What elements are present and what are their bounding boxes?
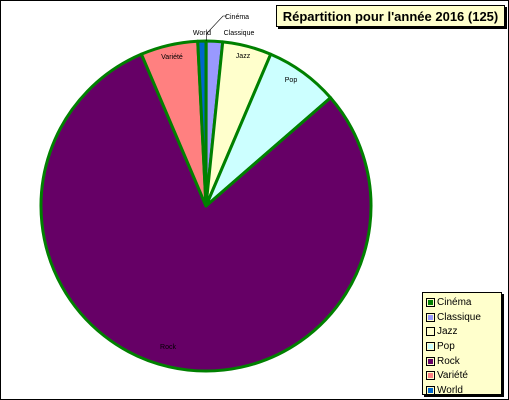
- legend-label: Rock: [437, 355, 460, 367]
- slice-label: Classique: [224, 30, 255, 37]
- pie-slice-rock: [39, 52, 373, 373]
- legend-label: Cinéma: [437, 296, 472, 308]
- chart-title: Répartition pour l'année 2016 (125): [282, 8, 499, 24]
- pie-slices: [39, 39, 373, 373]
- legend-label: Variété: [437, 370, 468, 382]
- legend-swatch: [426, 385, 435, 395]
- slice-labels: Cinéma Classique Jazz Pop Rock Variété World: [160, 14, 297, 351]
- legend-swatch: [426, 297, 435, 307]
- slice-label: Cinéma: [225, 14, 249, 21]
- leader-line: [205, 15, 227, 42]
- legend-label: World: [437, 384, 463, 396]
- leader-lines: [205, 15, 227, 42]
- legend-item: World: [426, 383, 501, 398]
- slice-label: Rock: [160, 344, 176, 351]
- legend-item: Classique: [426, 310, 501, 325]
- legend-swatch: [426, 312, 435, 322]
- pie-slice-world: [196, 39, 208, 208]
- legend-item: Jazz: [426, 324, 501, 339]
- legend-label: Pop: [437, 340, 455, 352]
- slice-label: Variété: [161, 54, 183, 61]
- legend-item: Variété: [426, 368, 501, 383]
- chart-title-box: Répartition pour l'année 2016 (125): [276, 5, 505, 27]
- legend-item: Cinéma: [426, 295, 501, 310]
- slice-label: World: [193, 30, 211, 37]
- legend-label: Jazz: [437, 326, 458, 338]
- legend-item: Pop: [426, 339, 501, 354]
- legend-swatch: [426, 356, 435, 366]
- legend-swatch: [426, 371, 435, 381]
- slice-label: Pop: [285, 77, 298, 84]
- legend: Cinéma Classique Jazz Pop Rock Variété World: [422, 292, 502, 398]
- legend-item: Rock: [426, 354, 501, 369]
- legend-label: Classique: [437, 311, 481, 323]
- slice-label: Jazz: [236, 53, 251, 60]
- legend-items: Cinéma Classique Jazz Pop Rock Variété World: [426, 295, 501, 398]
- legend-swatch: [426, 327, 435, 337]
- legend-swatch: [426, 341, 435, 351]
